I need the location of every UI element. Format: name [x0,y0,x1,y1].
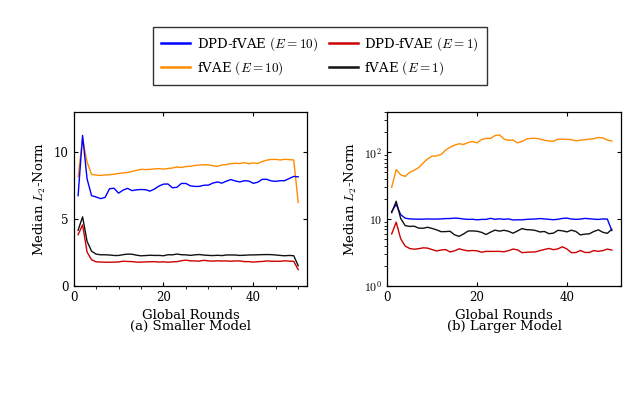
Y-axis label: Median $L_2$-Norm: Median $L_2$-Norm [32,142,48,256]
Y-axis label: Median $L_2$-Norm: Median $L_2$-Norm [342,142,358,256]
Text: (a) Smaller Model: (a) Smaller Model [130,320,252,333]
Text: (b) Larger Model: (b) Larger Model [447,320,562,333]
X-axis label: Global Rounds: Global Rounds [455,310,553,322]
Legend: DPD-fVAE $(E = 10)$, fVAE $(E = 10)$, DPD-fVAE $(E = 1)$, fVAE $(E = 1)$: DPD-fVAE $(E = 10)$, fVAE $(E = 10)$, DP… [153,27,487,85]
X-axis label: Global Rounds: Global Rounds [141,310,239,322]
